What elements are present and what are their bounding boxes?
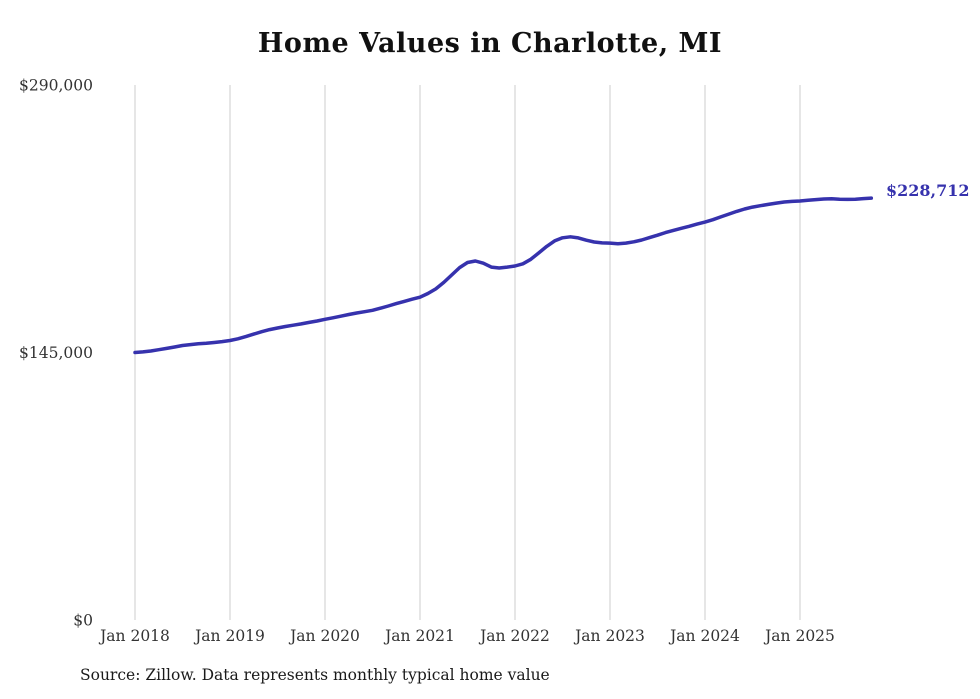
x-tick-label: Jan 2024 (668, 627, 740, 645)
chart-title: Home Values in Charlotte, MI (257, 28, 723, 59)
x-tick-label: Jan 2018 (98, 627, 170, 645)
x-tick-label: Jan 2019 (193, 627, 265, 645)
x-tick-label: Jan 2021 (383, 627, 455, 645)
y-tick-label: $290,000 (19, 77, 93, 95)
x-axis-tick-labels: Jan 2018 Jan 2019 Jan 2020 Jan 2021 Jan 2022… (98, 627, 835, 645)
home-value-line-series (133, 196, 874, 355)
source-attribution: Source: Zillow. Data represents monthly … (80, 666, 550, 684)
x-tick-label: Jan 2025 (763, 627, 835, 645)
final-value-label: $228,712 (886, 181, 970, 200)
y-tick-label: $0 (73, 612, 93, 630)
y-tick-label: $145,000 (19, 344, 93, 362)
gridlines (134, 85, 801, 620)
x-tick-label: Jan 2022 (478, 627, 550, 645)
x-tick-label: Jan 2023 (573, 627, 645, 645)
x-tick-label: Jan 2020 (288, 627, 360, 645)
y-axis-tick-labels: $0 $145,000 $290,000 (19, 77, 93, 630)
